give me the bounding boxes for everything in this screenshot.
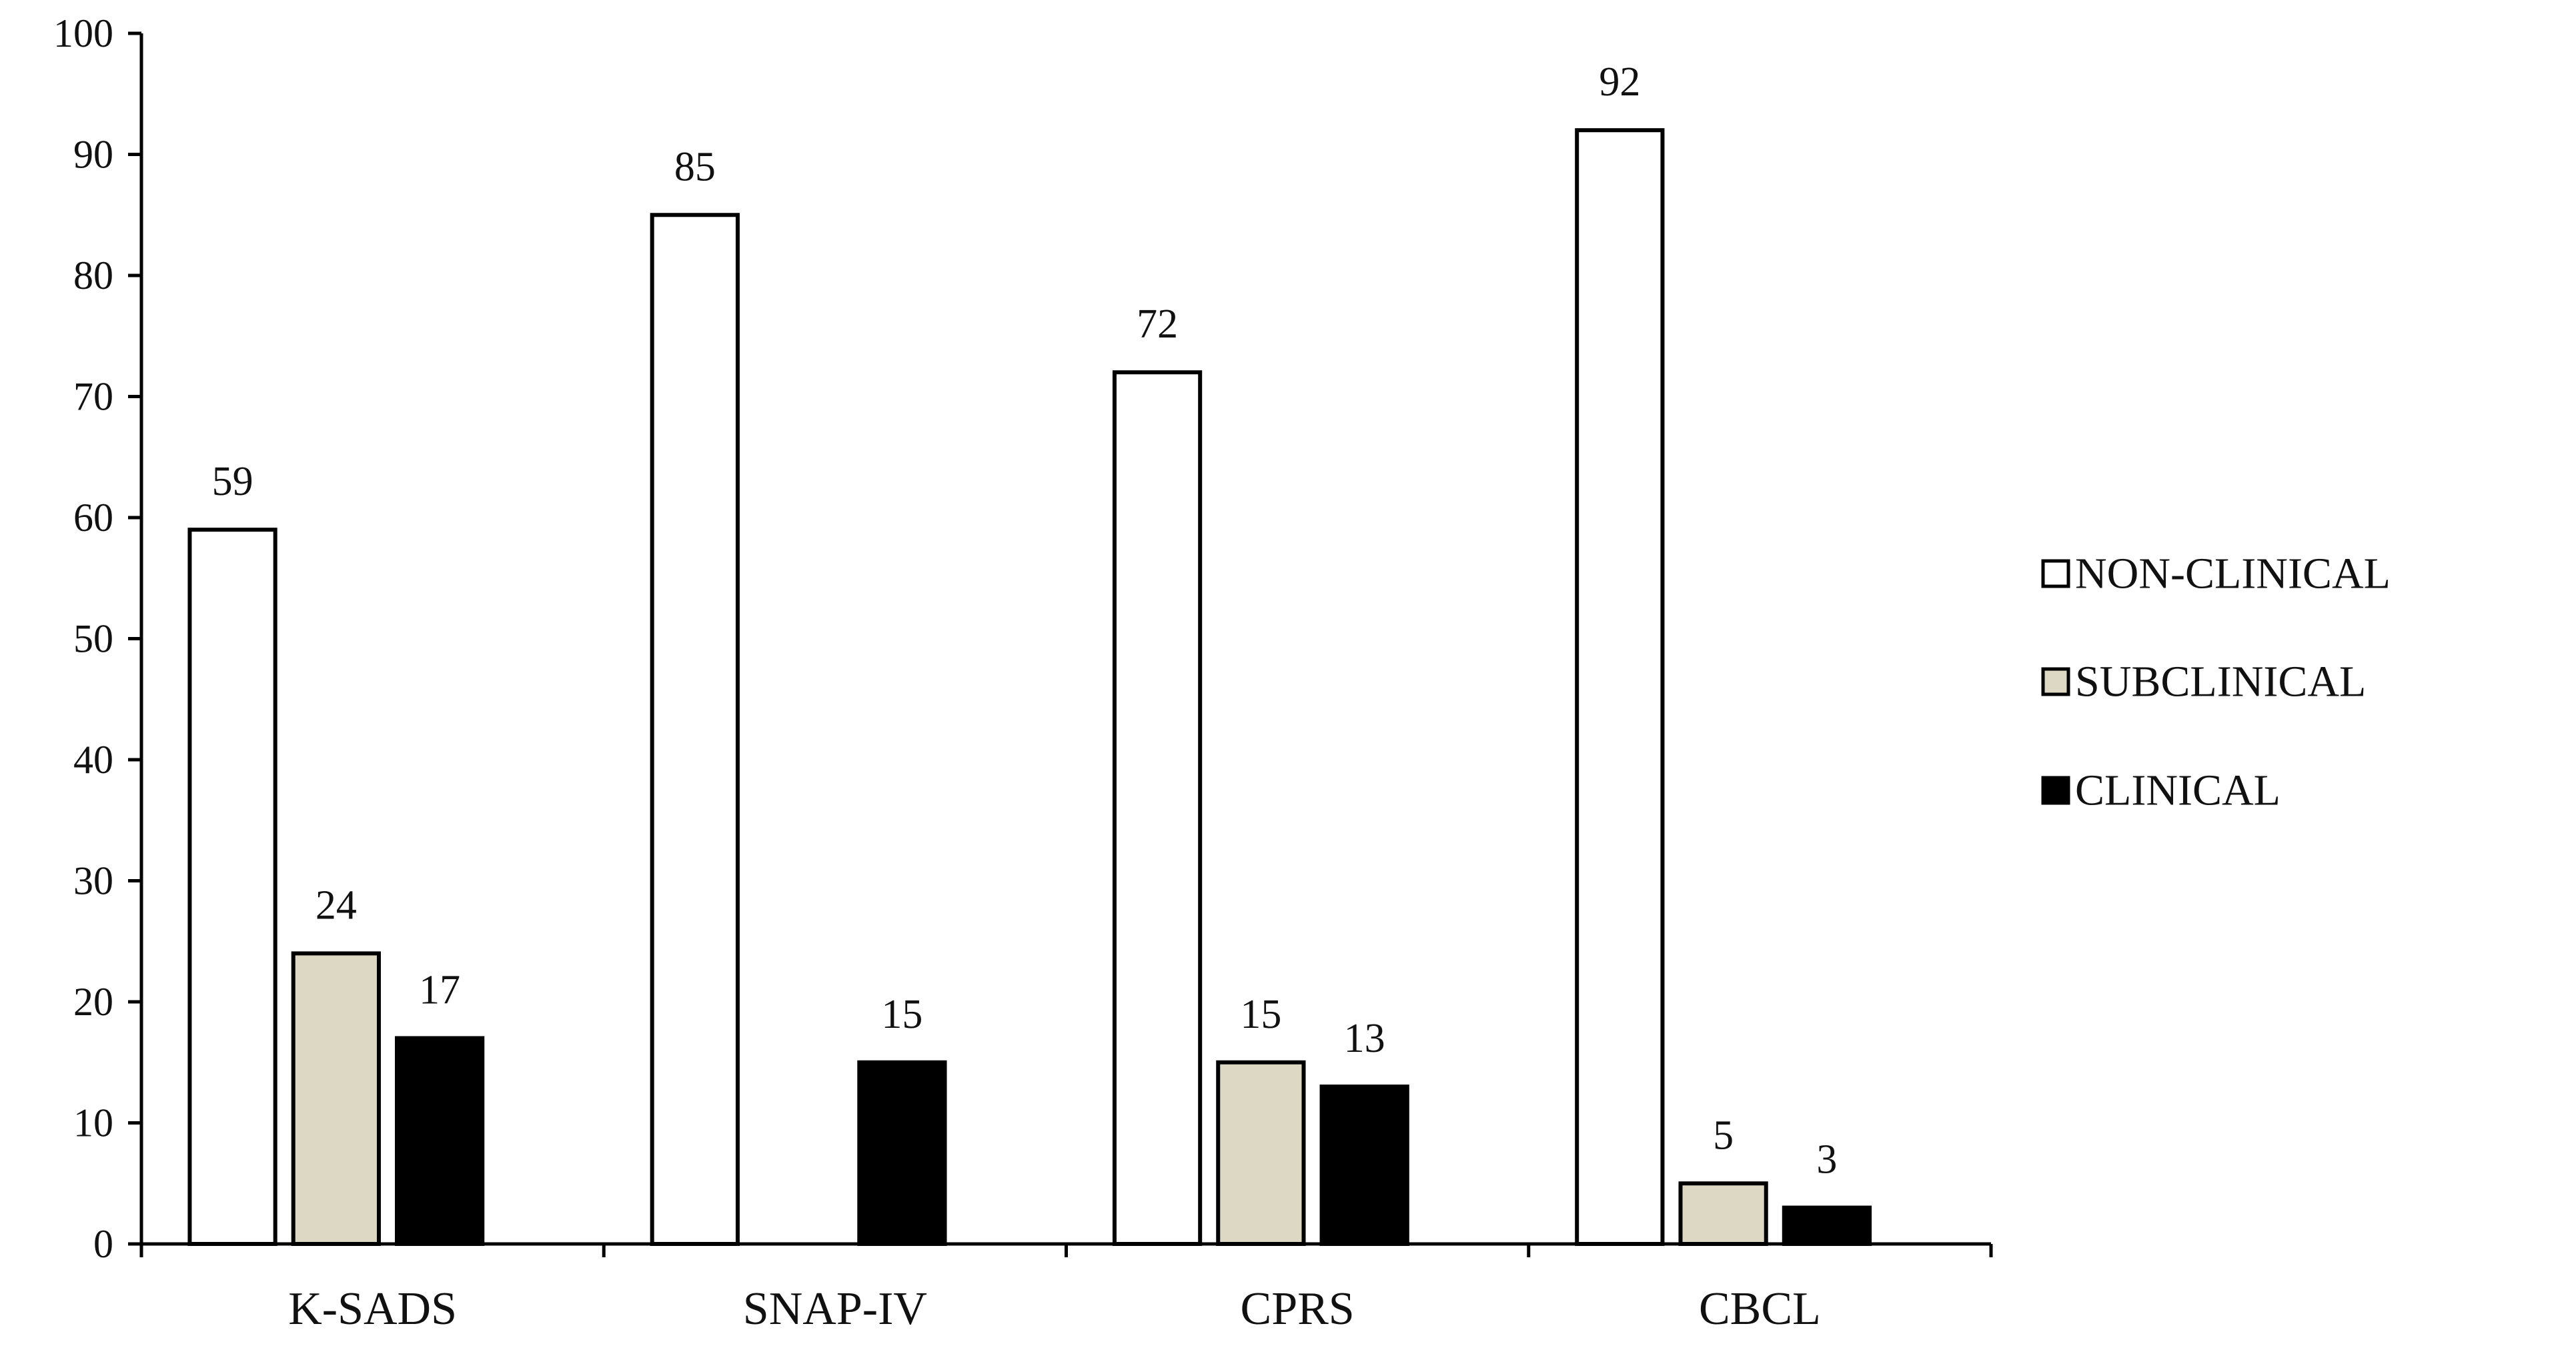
legend-label: NON-CLINICAL	[2075, 550, 2391, 598]
x-tick-label: CPRS	[1241, 1283, 1355, 1335]
x-tick-label: SNAP-IV	[743, 1283, 927, 1335]
bar-non-clinical-cbcl	[1575, 128, 1665, 1247]
legend-swatch	[2041, 776, 2070, 805]
y-axis: 0 10 20 30 40 50 60 70 80 90 100	[53, 11, 143, 1266]
y-tick-label: 100	[53, 11, 113, 55]
y-tick-label: 60	[73, 496, 113, 540]
bar-non-clinical-cprs	[1112, 370, 1203, 1247]
y-tick-label: 20	[73, 980, 113, 1024]
data-label: 59	[212, 459, 253, 504]
data-label: 15	[1240, 992, 1281, 1037]
bars	[187, 128, 1872, 1247]
y-tick-label: 50	[73, 617, 113, 661]
legend-swatch	[2041, 559, 2070, 588]
data-label: 72	[1137, 301, 1178, 347]
x-tick-label: CBCL	[1699, 1283, 1821, 1335]
data-labels: 59 24 17 85 15 72 15 13 92 5 3	[212, 59, 1838, 1182]
data-label: 24	[315, 882, 357, 928]
bar-clinical-cbcl	[1782, 1205, 1872, 1247]
data-label: 5	[1713, 1113, 1734, 1158]
y-tick-label: 10	[73, 1101, 113, 1145]
data-label: 13	[1344, 1016, 1385, 1061]
y-tick-label: 40	[73, 738, 113, 782]
bar-clinical-k-sads	[395, 1036, 485, 1246]
data-label: 3	[1816, 1137, 1837, 1183]
bar-clinical-snap-iv	[857, 1060, 947, 1246]
y-tick-label: 80	[73, 253, 113, 297]
y-tick-label: 30	[73, 859, 113, 903]
bar-clinical-cprs	[1319, 1085, 1409, 1247]
x-tick-label: K-SADS	[288, 1283, 457, 1335]
data-label: 92	[1599, 59, 1640, 105]
y-tick-label: 70	[73, 375, 113, 419]
data-label: 17	[419, 967, 460, 1012]
bar-non-clinical-k-sads	[187, 528, 277, 1246]
bar-subclinical-k-sads	[291, 951, 381, 1247]
bar-subclinical-cprs	[1216, 1060, 1306, 1246]
x-axis: K-SADS SNAP-IV CPRS CBCL	[139, 1242, 1993, 1335]
data-label: 15	[881, 992, 922, 1037]
legend-swatch	[2041, 667, 2070, 696]
y-tick-label: 0	[93, 1222, 113, 1266]
data-label: 85	[674, 144, 716, 189]
legend-label: SUBCLINICAL	[2075, 658, 2366, 706]
legend: NON-CLINICAL SUBCLINICAL CLINICAL	[2041, 550, 2391, 815]
bar-subclinical-cbcl	[1678, 1181, 1768, 1246]
y-tick-label: 90	[73, 133, 113, 177]
legend-label: CLINICAL	[2075, 766, 2281, 815]
bar-non-clinical-snap-iv	[650, 213, 740, 1246]
